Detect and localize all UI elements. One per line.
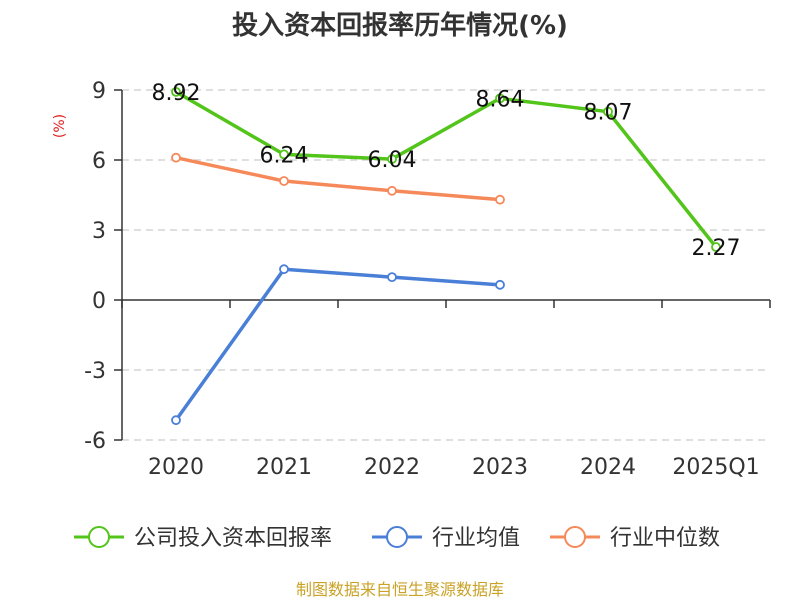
data-label: 8.92 [152,81,201,106]
data-label: 2.27 [692,236,741,261]
data-label: 6.24 [260,143,309,168]
y-tick-label: -3 [84,359,106,384]
data-point[interactable] [711,242,721,252]
data-point[interactable] [279,149,289,160]
legend-marker-icon [386,526,408,548]
data-point[interactable] [171,415,181,426]
series-line [174,267,501,422]
series-line [175,90,718,249]
data-label: 6.04 [368,148,417,173]
y-tick-label: -6 [84,429,106,454]
series-line [175,155,501,202]
x-tick-label: 2025Q1 [672,455,759,480]
series-group: 8.92 6.24 6.04 8.64 8.07 2.27 [152,81,741,426]
data-point[interactable] [495,93,505,104]
data-point[interactable] [603,106,613,117]
x-tick-label: 2023 [472,455,528,480]
legend-marker-icon [88,526,110,548]
source-note: 制图数据来自恒生聚源数据库 [296,580,504,599]
series-0: 8.92 6.24 6.04 8.64 8.07 2.27 [152,81,741,261]
data-point[interactable] [495,279,505,290]
axes: 9 6 3 0 -3 -6 2020 2021 2022 2023 2024 2025Q1 [84,79,771,480]
legend-label: 行业均值 [432,526,520,551]
y-tick-label: 0 [92,289,106,314]
x-tick-label: 2020 [148,455,204,480]
data-point[interactable] [387,185,397,196]
data-point[interactable] [495,194,505,205]
y-axis-unit-label: (%) [52,114,68,138]
data-point[interactable] [279,264,289,275]
chart-title: 投入资本回报率历年情况(%) [232,10,568,41]
y-tick-label: 3 [92,219,106,244]
data-label: 8.64 [476,87,525,112]
legend-item-2[interactable]: 行业中位数 [550,526,720,551]
y-tick-label: 6 [92,149,106,174]
grid-lines [122,89,770,441]
data-point[interactable] [171,152,181,163]
legend-label: 行业中位数 [610,526,720,551]
legend-marker-icon [564,526,586,548]
legend-item-1[interactable]: 行业均值 [372,526,520,551]
x-tick-label: 2021 [256,455,312,480]
x-tick-label: 2024 [580,455,636,480]
series-1 [171,264,505,426]
legend: 公司投入资本回报率 行业均值 行业中位数 [74,526,720,551]
data-point[interactable] [171,86,181,97]
data-point[interactable] [387,154,397,164]
y-tick-label: 9 [92,79,106,104]
data-point[interactable] [279,176,289,186]
legend-item-0[interactable]: 公司投入资本回报率 [74,526,332,551]
legend-label: 公司投入资本回报率 [134,526,332,551]
series-2 [171,152,505,205]
data-point[interactable] [387,272,397,283]
x-tick-label: 2022 [364,455,420,480]
data-label: 8.07 [584,101,633,126]
